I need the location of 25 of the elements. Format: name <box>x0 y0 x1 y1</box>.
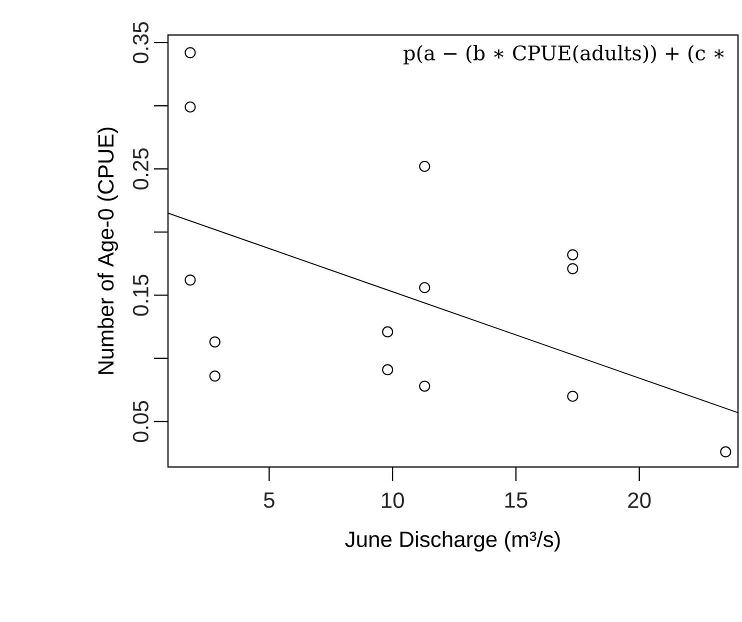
y-tick-label: 0.35 <box>132 22 148 64</box>
point <box>567 390 578 402</box>
point <box>720 446 732 458</box>
point <box>184 101 196 113</box>
y-axis-title: Number of Age-0 (CPUE) <box>98 128 118 374</box>
point <box>567 249 578 260</box>
point <box>209 336 220 348</box>
x-axis-title: June Discharge (m³/s) <box>345 530 560 552</box>
point <box>382 326 394 338</box>
point <box>184 47 196 58</box>
point <box>209 370 220 382</box>
point <box>419 380 430 392</box>
y-tick-label: 0.15 <box>132 274 148 316</box>
point <box>382 364 394 376</box>
x-tick-label: 10 <box>382 492 404 508</box>
point <box>419 160 430 172</box>
point <box>567 263 578 274</box>
point <box>419 282 430 294</box>
x-tick-label: 20 <box>628 492 651 508</box>
y-tick-label: 0.05 <box>132 401 148 442</box>
y-tick-label: 0.25 <box>132 148 148 190</box>
x-tick-label: 5 <box>264 492 274 508</box>
annotation: p(a − (b ∗ CPUE(adults)) + (c ∗ <box>404 45 724 64</box>
point <box>184 274 196 286</box>
x-tick-label: 15 <box>505 492 528 508</box>
